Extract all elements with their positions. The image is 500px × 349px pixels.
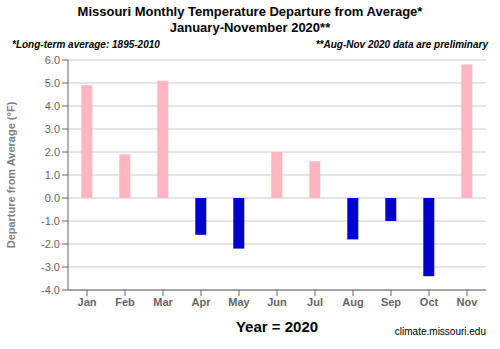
svg-text:Apr: Apr: [192, 296, 212, 308]
svg-text:Sep: Sep: [381, 296, 401, 308]
svg-text:-2.0: -2.0: [41, 238, 60, 250]
svg-text:Feb: Feb: [115, 296, 135, 308]
svg-text:Mar: Mar: [153, 296, 173, 308]
svg-text:-1.0: -1.0: [41, 215, 60, 227]
html-text:*Long-term average: 1895-2010: *Long-term average: 1895-2010: [12, 39, 160, 50]
html-text:climate.missouri.edu: climate.missouri.edu: [394, 326, 486, 337]
svg-text:Jan: Jan: [78, 296, 97, 308]
html-text:January-November 2020**: January-November 2020**: [169, 20, 331, 35]
svg-text:2.0: 2.0: [45, 146, 60, 158]
svg-text:-3.0: -3.0: [41, 261, 60, 273]
svg-text:4.0: 4.0: [45, 100, 60, 112]
svg-text:May: May: [228, 296, 250, 308]
html-text:Year = 2020: Year = 2020: [235, 318, 319, 335]
svg-text:Jul: Jul: [307, 296, 323, 308]
svg-text:0.0: 0.0: [45, 192, 60, 204]
svg-text:3.0: 3.0: [45, 123, 60, 135]
html-text:Missouri Monthly Temperature D: Missouri Monthly Temperature Departure f…: [77, 4, 423, 19]
svg-text:Aug: Aug: [342, 296, 363, 308]
html-text:**Aug-Nov 2020 data are prelim: **Aug-Nov 2020 data are preliminary: [315, 39, 488, 50]
svg-text:1.0: 1.0: [45, 169, 60, 181]
svg-text:Departure from Average (°F): Departure from Average (°F): [8, 101, 17, 248]
svg-text:Oct: Oct: [420, 296, 439, 308]
svg-text:6.0: 6.0: [45, 54, 60, 66]
svg-text:-4.0: -4.0: [41, 284, 60, 296]
svg-text:5.0: 5.0: [45, 77, 60, 89]
svg-text:Jun: Jun: [267, 296, 287, 308]
svg-text:Nov: Nov: [457, 296, 479, 308]
